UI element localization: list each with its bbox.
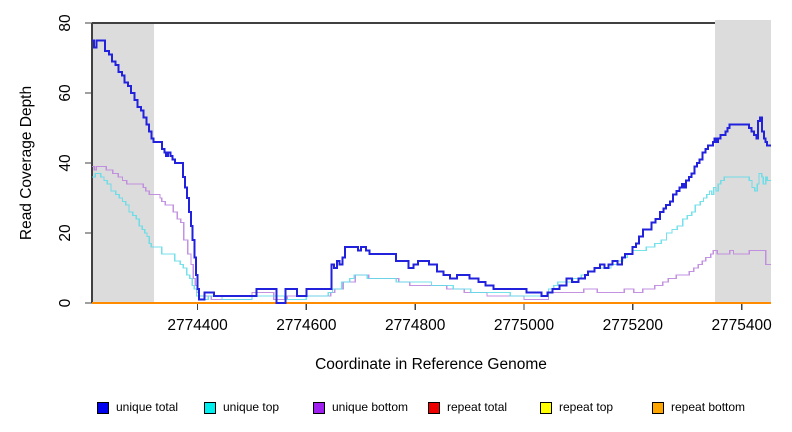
series-unique-total: [92, 39, 771, 304]
y-tick-label: 60: [57, 84, 74, 102]
x-axis-title: Coordinate in Reference Genome: [315, 356, 547, 373]
repeat-region-left: [92, 23, 155, 303]
x-tick-label: 2774400: [167, 317, 228, 334]
y-tick-label: 20: [57, 224, 74, 242]
series-unique-top: [92, 172, 771, 301]
y-tick-label: 0: [57, 298, 74, 307]
y-axis-title: Read Coverage Depth: [18, 85, 35, 241]
y-tick-label: 80: [57, 14, 74, 32]
x-tick-label: 2775000: [494, 317, 555, 334]
x-tick-label: 2775400: [711, 317, 772, 334]
repeat-region-right: [714, 20, 771, 303]
x-tick-label: 2775200: [603, 317, 664, 334]
x-tick-label: 2774600: [276, 317, 337, 334]
x-tick-label: 2774800: [385, 317, 446, 334]
series-unique-bottom: [92, 165, 771, 301]
y-tick-label: 40: [57, 154, 74, 172]
